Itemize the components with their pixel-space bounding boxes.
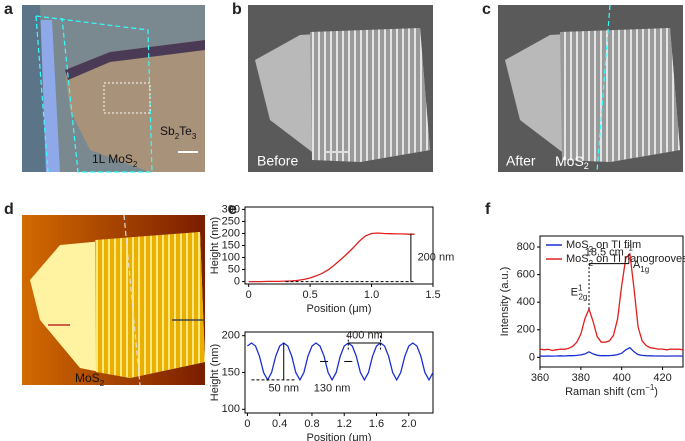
x-axis-label: Position (μm) xyxy=(306,432,371,441)
label: Before xyxy=(257,153,298,169)
micrograph-c xyxy=(498,4,683,173)
y-tick-label: 0 xyxy=(234,276,240,288)
y-tick-label: 200 xyxy=(517,324,535,336)
panel-label: f xyxy=(485,201,491,218)
text-part: 1g xyxy=(640,265,649,274)
text-part: MoS xyxy=(566,253,589,265)
micrograph-a xyxy=(22,5,205,173)
micrograph-d xyxy=(22,214,205,386)
text-part: 2g xyxy=(578,292,587,301)
y-tick-label: 800 xyxy=(517,241,535,253)
x-tick-label: 1.2 xyxy=(337,418,352,430)
x-axis-label: Position (μm) xyxy=(306,303,371,315)
label: Sb2Te3 xyxy=(160,124,197,140)
y-tick-label: 400 xyxy=(517,296,535,308)
label: After xyxy=(506,153,536,169)
annotation: 130 nm xyxy=(314,383,351,395)
x-tick-label: 2.0 xyxy=(401,418,416,430)
panel-label: e xyxy=(228,201,237,218)
text-part: −1 xyxy=(645,383,655,392)
y-axis-label: Intensity (a.u.) xyxy=(499,267,511,337)
y-tick-label: 150 xyxy=(222,366,240,378)
data-line xyxy=(247,342,434,382)
micrograph-b xyxy=(248,5,433,172)
y-tick-label: 200 xyxy=(222,227,240,239)
x-tick-label: 380 xyxy=(572,372,590,384)
text-part: A xyxy=(633,259,641,271)
y-tick-label: 100 xyxy=(222,403,240,415)
x-tick-label: 400 xyxy=(613,372,631,384)
x-axis-label: Raman shift (cm−1) xyxy=(565,383,658,398)
y-tick-label: 600 xyxy=(517,269,535,281)
annotation: A1g xyxy=(633,259,649,274)
text-part: Raman shift (cm xyxy=(565,386,645,398)
text-part: E xyxy=(571,286,578,298)
data-line xyxy=(539,346,684,357)
plot-frame xyxy=(244,331,434,414)
label: 1L MoS2 xyxy=(92,152,138,168)
annotation: 50 nm xyxy=(268,383,299,395)
panel-label: b xyxy=(232,1,242,18)
plot-frame xyxy=(539,235,684,368)
text-part: 18.5 cm xyxy=(585,246,624,258)
panel-label: d xyxy=(4,201,14,218)
x-tick-label: 1.0 xyxy=(364,289,379,301)
text-part: 2 xyxy=(589,245,594,254)
legend-label: MoS2 on TI film xyxy=(566,239,641,254)
y-axis-label: Height (nm) xyxy=(209,217,221,274)
data-line xyxy=(248,232,415,283)
x-tick-label: 420 xyxy=(653,372,671,384)
y-tick-label: 250 xyxy=(222,215,240,227)
annotation: 200 nm xyxy=(418,251,455,263)
panel-letters: a b c d e f xyxy=(4,1,491,218)
plot-frame xyxy=(244,206,434,285)
x-tick-label: 0.8 xyxy=(304,418,319,430)
text-part: 1 xyxy=(578,283,583,292)
text-part: MoS xyxy=(566,239,589,251)
x-tick-label: 360 xyxy=(531,372,549,384)
label: MoS2 xyxy=(75,371,105,387)
text-part: on TI nanogrooves xyxy=(593,253,685,265)
x-tick-label: 0.5 xyxy=(302,289,317,301)
y-tick-label: 200 xyxy=(222,330,240,342)
y-tick-label: 150 xyxy=(222,239,240,251)
legend-label: MoS2 on TI nanogrooves xyxy=(566,253,685,268)
y-tick-label: 300 xyxy=(222,203,240,215)
x-tick-label: 0.4 xyxy=(272,418,287,430)
y-axis-label: Height (nm) xyxy=(209,344,221,401)
y-tick-label: 100 xyxy=(222,251,240,263)
text-part: on TI film xyxy=(593,239,641,251)
x-tick-label: 0 xyxy=(246,289,252,301)
label: MoS2 xyxy=(555,153,589,172)
panel-label: a xyxy=(4,1,13,18)
annotation: E1 2g xyxy=(571,283,588,301)
text-part: −1 xyxy=(624,243,634,252)
y-tick-label: 50 xyxy=(228,263,240,275)
annotation: 18.5 cm−1 xyxy=(585,243,634,258)
x-tick-label: 1.6 xyxy=(369,418,384,430)
y-tick-label: 0 xyxy=(529,351,535,363)
data-line xyxy=(539,252,684,352)
panel-label: c xyxy=(482,1,491,18)
x-tick-label: 0 xyxy=(244,418,250,430)
text-part: ) xyxy=(654,386,658,398)
x-tick-label: 1.5 xyxy=(425,289,440,301)
annotation: 400 nm xyxy=(346,330,383,342)
